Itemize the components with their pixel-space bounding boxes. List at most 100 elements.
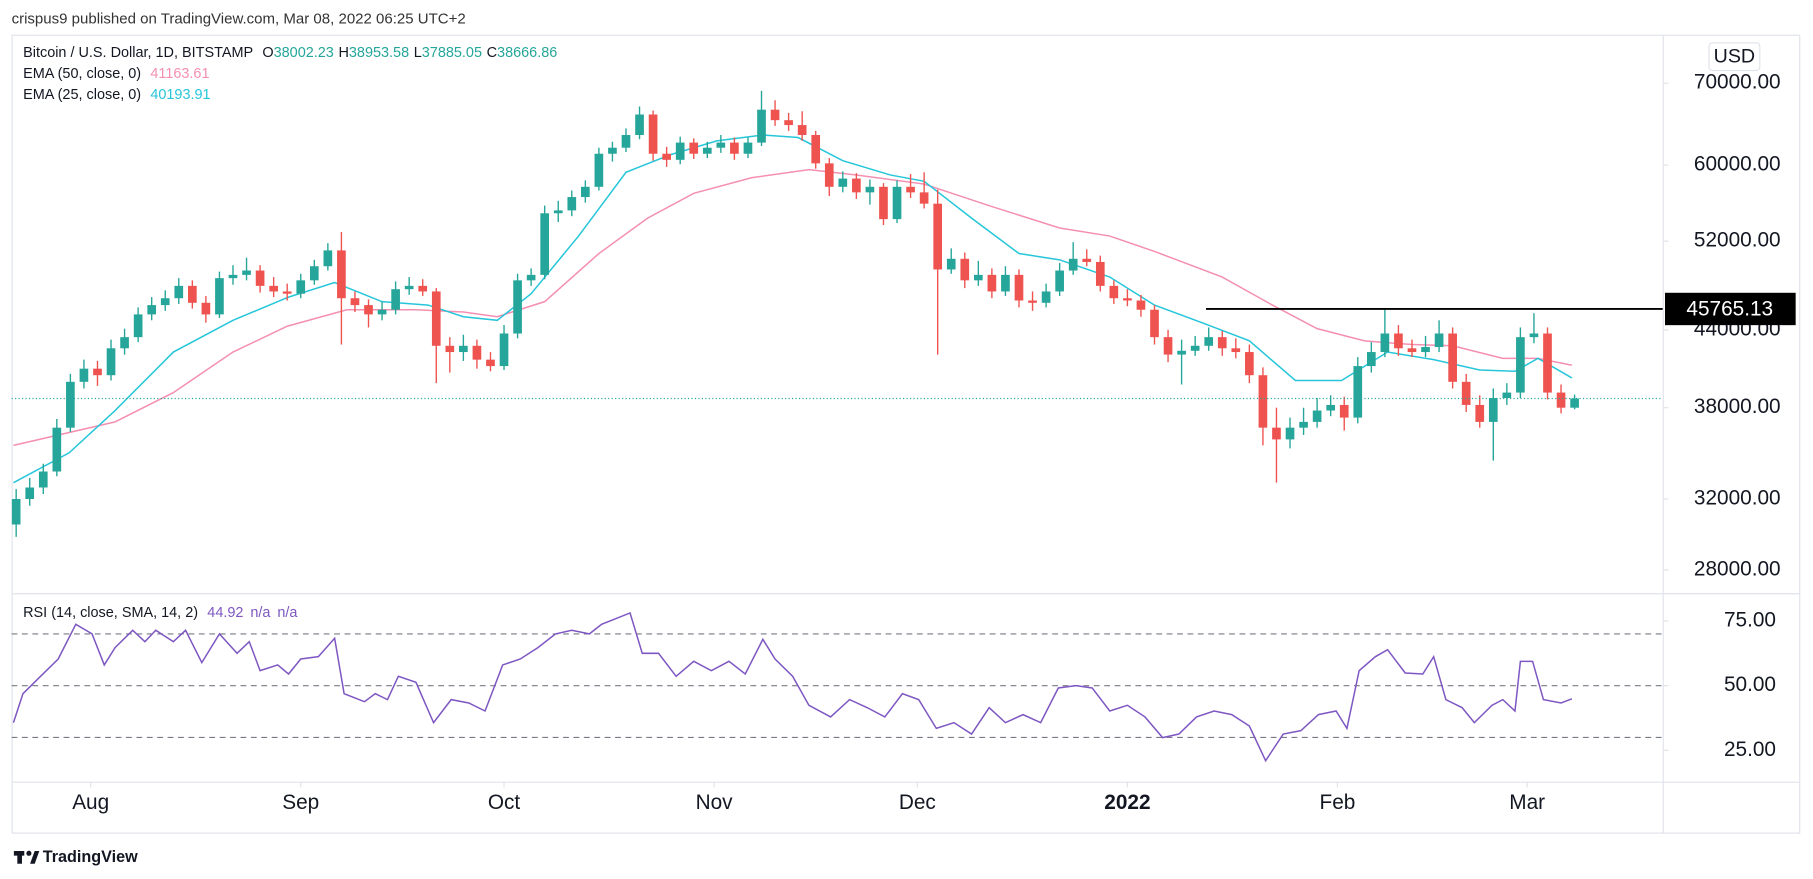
candle-body xyxy=(242,270,251,275)
candle-body xyxy=(553,210,563,214)
candle-body xyxy=(1339,404,1349,418)
candle-body xyxy=(1461,381,1471,405)
candle-body xyxy=(757,109,766,143)
candle-body xyxy=(892,186,902,220)
ema-line xyxy=(13,134,1573,484)
ohlc-key: H xyxy=(338,45,348,61)
candle-body xyxy=(879,186,888,220)
candle-body xyxy=(635,114,644,136)
rsi-line xyxy=(12,611,1573,763)
x-tick-label: Dec xyxy=(899,791,936,814)
footer-brand[interactable]: TradingView xyxy=(43,848,138,866)
rsi-tick-label: 50.00 xyxy=(1724,673,1776,696)
candle-body xyxy=(702,147,712,154)
candle-body xyxy=(38,471,48,488)
candle-body xyxy=(1068,258,1078,271)
candle-body xyxy=(350,298,360,306)
candle-body xyxy=(540,213,550,275)
candle-body xyxy=(377,309,387,315)
horizontal-line-label-bg xyxy=(1665,292,1796,326)
candle-body xyxy=(1529,333,1539,338)
candle-body xyxy=(594,153,604,187)
candle-body xyxy=(215,278,224,315)
candle-body xyxy=(1055,270,1064,292)
candle-body xyxy=(1001,274,1010,292)
candle-body xyxy=(472,345,482,360)
candle-body xyxy=(581,186,590,198)
candle-body xyxy=(418,285,428,292)
candle-body xyxy=(1123,298,1132,301)
candle-body xyxy=(1299,421,1308,428)
candle-body xyxy=(1204,337,1214,346)
ohlc-key: L xyxy=(414,45,422,61)
candle-body xyxy=(919,192,929,204)
y-tick-label: 70000.00 xyxy=(1694,71,1781,94)
x-tick-label: Aug xyxy=(72,791,109,814)
chart-frame xyxy=(11,34,1801,834)
y-tick-label: 38000.00 xyxy=(1694,395,1781,418)
candle-body xyxy=(282,291,292,294)
candle-body xyxy=(160,298,170,306)
candle-body xyxy=(1421,347,1430,353)
candle-body xyxy=(716,142,726,148)
candle-body xyxy=(662,153,671,160)
candle-body xyxy=(1217,337,1227,349)
candle-body xyxy=(824,163,834,187)
candle-body xyxy=(946,258,956,270)
candle-body xyxy=(852,178,861,193)
x-tick-label: Nov xyxy=(696,791,734,814)
candle-body xyxy=(1190,345,1200,351)
candle-body xyxy=(526,274,536,281)
candle-body xyxy=(567,197,577,211)
currency-box[interactable] xyxy=(1708,42,1761,72)
candle-body xyxy=(1570,398,1579,408)
candle-body xyxy=(648,114,658,154)
candle-body xyxy=(1475,404,1485,422)
candle-body xyxy=(188,285,197,303)
price-plot xyxy=(11,90,1663,537)
candle-body xyxy=(106,348,116,376)
candle-body xyxy=(1095,261,1105,286)
candle-body xyxy=(25,487,35,500)
candle-body xyxy=(364,305,373,315)
candle-body xyxy=(621,135,631,148)
candle-body xyxy=(133,314,143,338)
candle-body xyxy=(770,109,780,121)
candle-body xyxy=(933,203,943,270)
candle-body xyxy=(906,186,915,193)
rsi-plot xyxy=(11,611,1663,763)
candle-body xyxy=(309,266,319,281)
candle-body xyxy=(689,142,699,154)
candle-body xyxy=(1434,333,1444,348)
candle-body xyxy=(323,250,333,267)
candle-body xyxy=(811,135,821,164)
rsi-value: 44.92 xyxy=(207,605,243,621)
footer-logo xyxy=(13,850,40,864)
candle-body xyxy=(1014,274,1024,301)
candle-body xyxy=(1516,337,1525,393)
candle-body xyxy=(79,368,89,382)
indicator-name: EMA (50, close, 0) xyxy=(23,66,141,82)
candle-body xyxy=(1353,366,1363,418)
ohlc-key: O xyxy=(262,45,273,61)
candle-body xyxy=(1272,427,1281,440)
candle-body xyxy=(1543,333,1552,393)
candle-body xyxy=(391,289,400,310)
currency-label[interactable]: USD xyxy=(1714,45,1755,67)
candle-body xyxy=(1488,398,1498,422)
candle-body xyxy=(743,142,753,154)
candle-body xyxy=(147,305,157,315)
candle-body xyxy=(987,274,997,292)
candle-body xyxy=(1326,404,1336,411)
candle-body xyxy=(1380,333,1390,353)
ohlc-value: 38002.23 xyxy=(274,45,334,61)
candle-body xyxy=(1556,392,1566,408)
candle-body xyxy=(1245,352,1254,376)
symbol-title: Bitcoin / U.S. Dollar, 1D, BITSTAMP xyxy=(23,45,253,61)
candle-body xyxy=(1082,258,1092,262)
candle-body xyxy=(1163,337,1173,355)
ema-line xyxy=(13,168,1573,447)
indicator-legend: EMA (50, close, 0) 41163.61 xyxy=(23,66,209,82)
